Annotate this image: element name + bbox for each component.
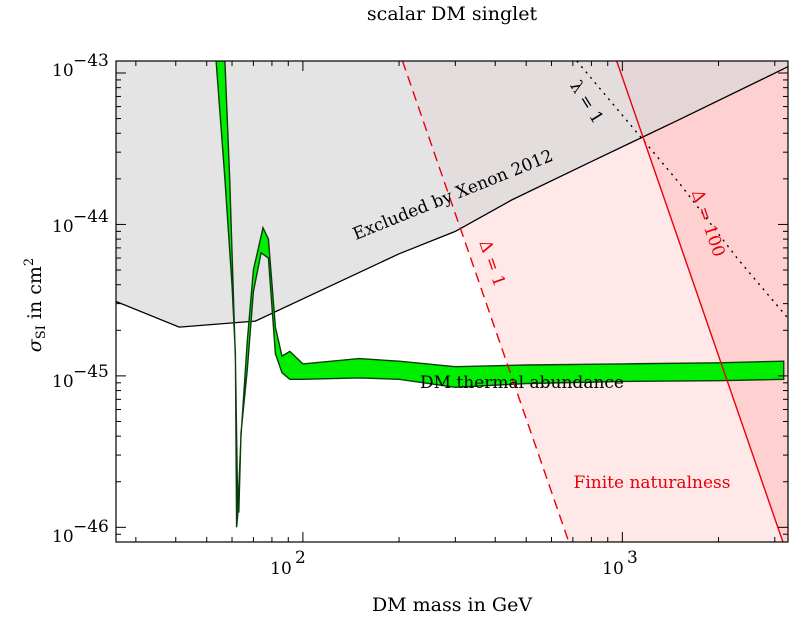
thermal-annotation: DM thermal abundance [420, 373, 624, 393]
y-tick-label-1e-43: 10 −43 [52, 51, 109, 81]
y-tick-exp: −43 [73, 51, 109, 71]
y-tick-label-1e-46: 10 −46 [52, 517, 109, 547]
x-tick-label-100: 10 2 [270, 548, 306, 579]
y-axis-label-sub: SI [34, 325, 49, 339]
naturalness-region-dark [616, 61, 788, 542]
lambda-one-line [576, 61, 788, 319]
y-axis-label-sup: 2 [22, 258, 37, 266]
x-tick-base: 10 [602, 559, 624, 579]
delta-one-line [401, 61, 570, 542]
chart-title: scalar DM singlet [367, 3, 538, 25]
y-axis-label-sigma: σ [24, 338, 46, 352]
y-tick-base: 10 [52, 217, 74, 237]
y-tick-label-1e-45: 10 −45 [52, 362, 109, 392]
x-tick-label-1000: 10 3 [602, 548, 638, 579]
plot-frame [115, 60, 789, 543]
y-tick-exp: −44 [73, 207, 109, 227]
y-tick-label-1e-44: 10 −44 [52, 207, 109, 237]
y-tick-base: 10 [52, 372, 74, 392]
plot-area [116, 61, 788, 542]
y-axis-label: σSI in cm2 [22, 258, 49, 352]
excluded-region [116, 61, 788, 328]
axis-ticks [116, 61, 788, 543]
x-axis-label: DM mass in GeV [372, 594, 532, 616]
naturalness-annotation: Finite naturalness [574, 473, 731, 493]
y-tick-base: 10 [52, 527, 74, 547]
y-tick-exp: −45 [73, 362, 109, 382]
y-tick-exp: −46 [73, 517, 109, 537]
y-axis-label-rest: in cm [24, 266, 46, 325]
thermal-abundance-band [215, 61, 785, 528]
y-tick-base: 10 [52, 61, 74, 81]
delta-hundred-line [616, 61, 784, 542]
x-tick-base: 10 [270, 559, 292, 579]
xenon-limit-line [116, 66, 788, 328]
x-tick-exp: 3 [627, 548, 638, 568]
x-tick-exp: 2 [295, 548, 306, 568]
